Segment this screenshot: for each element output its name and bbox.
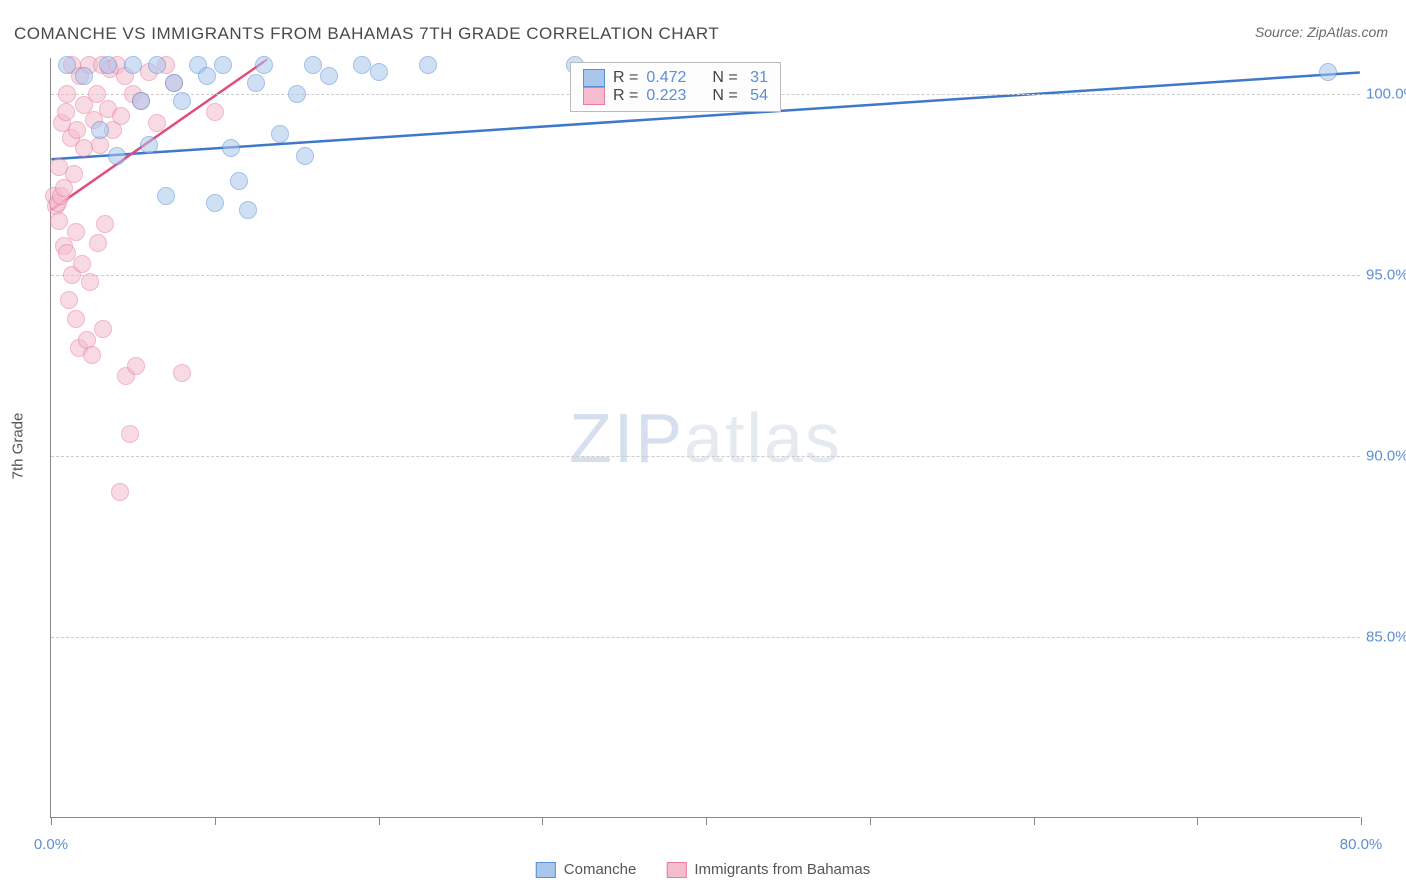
data-point xyxy=(65,165,83,183)
regression-lines xyxy=(51,58,1360,817)
x-tick xyxy=(542,817,543,825)
data-point xyxy=(91,121,109,139)
data-point xyxy=(288,85,306,103)
legend-r-label: R = xyxy=(613,69,638,87)
legend-r-value: 0.472 xyxy=(646,69,686,87)
data-point xyxy=(112,107,130,125)
legend-n-label: N = xyxy=(712,69,737,87)
data-point xyxy=(127,357,145,375)
data-point xyxy=(304,56,322,74)
data-point xyxy=(73,255,91,273)
legend-n-value: 54 xyxy=(746,87,768,105)
source-label: Source: ZipAtlas.com xyxy=(1255,24,1388,40)
x-tick-label: 80.0% xyxy=(1340,836,1383,853)
data-point xyxy=(247,74,265,92)
legend-swatch xyxy=(583,87,605,105)
data-point xyxy=(140,136,158,154)
y-tick-label: 100.0% xyxy=(1360,86,1406,103)
legend-label: Immigrants from Bahamas xyxy=(694,861,870,878)
data-point xyxy=(165,74,183,92)
data-point xyxy=(353,56,371,74)
data-point xyxy=(121,425,139,443)
data-point xyxy=(255,56,273,74)
x-tick xyxy=(51,817,52,825)
plot-area: ZIPatlas 85.0%90.0%95.0%100.0%0.0%80.0% xyxy=(50,58,1360,818)
legend-row: R = 0.472 N = 31 xyxy=(583,69,768,87)
chart-title: COMANCHE VS IMMIGRANTS FROM BAHAMAS 7TH … xyxy=(14,24,719,44)
data-point xyxy=(67,223,85,241)
grid-line xyxy=(51,637,1360,638)
data-point xyxy=(148,114,166,132)
data-point xyxy=(320,67,338,85)
y-tick-label: 90.0% xyxy=(1360,448,1406,465)
data-point xyxy=(96,215,114,233)
data-point xyxy=(296,147,314,165)
data-point xyxy=(67,310,85,328)
legend-r-value: 0.223 xyxy=(646,87,686,105)
data-point xyxy=(99,56,117,74)
data-point xyxy=(132,92,150,110)
bottom-legend-item: Comanche xyxy=(536,861,637,878)
data-point xyxy=(271,125,289,143)
data-point xyxy=(198,67,216,85)
grid-line xyxy=(51,275,1360,276)
bottom-legend: Comanche Immigrants from Bahamas xyxy=(536,861,870,878)
legend-swatch xyxy=(666,862,686,878)
data-point xyxy=(370,63,388,81)
data-point xyxy=(68,121,86,139)
data-point xyxy=(89,234,107,252)
data-point xyxy=(94,320,112,338)
data-point xyxy=(239,201,257,219)
data-point xyxy=(58,85,76,103)
data-point xyxy=(206,103,224,121)
x-tick xyxy=(1034,817,1035,825)
data-point xyxy=(206,194,224,212)
data-point xyxy=(419,56,437,74)
data-point xyxy=(214,56,232,74)
x-tick xyxy=(706,817,707,825)
data-point xyxy=(81,273,99,291)
x-tick xyxy=(1197,817,1198,825)
legend-n-label: N = xyxy=(712,87,737,105)
data-point xyxy=(1319,63,1337,81)
watermark: ZIPatlas xyxy=(569,398,842,478)
stats-legend: R = 0.472 N = 31 R = 0.223 N = 54 xyxy=(570,62,781,112)
data-point xyxy=(83,346,101,364)
data-point xyxy=(58,56,76,74)
data-point xyxy=(157,187,175,205)
data-point xyxy=(75,67,93,85)
data-point xyxy=(222,139,240,157)
bottom-legend-item: Immigrants from Bahamas xyxy=(666,861,870,878)
legend-r-label: R = xyxy=(613,87,638,105)
watermark-atlas: atlas xyxy=(684,399,842,477)
data-point xyxy=(57,103,75,121)
x-tick xyxy=(1361,817,1362,825)
y-axis-label: 7th Grade xyxy=(10,413,27,480)
data-point xyxy=(50,212,68,230)
x-tick xyxy=(379,817,380,825)
data-point xyxy=(124,56,142,74)
y-tick-label: 95.0% xyxy=(1360,267,1406,284)
data-point xyxy=(75,139,93,157)
legend-label: Comanche xyxy=(564,861,637,878)
watermark-zip: ZIP xyxy=(569,399,684,477)
legend-n-value: 31 xyxy=(746,69,768,87)
data-point xyxy=(173,92,191,110)
data-point xyxy=(230,172,248,190)
data-point xyxy=(108,147,126,165)
legend-swatch xyxy=(536,862,556,878)
x-tick xyxy=(870,817,871,825)
data-point xyxy=(148,56,166,74)
legend-swatch xyxy=(583,69,605,87)
x-tick xyxy=(215,817,216,825)
data-point xyxy=(111,483,129,501)
y-tick-label: 85.0% xyxy=(1360,629,1406,646)
grid-line xyxy=(51,456,1360,457)
data-point xyxy=(173,364,191,382)
data-point xyxy=(60,291,78,309)
x-tick-label: 0.0% xyxy=(34,836,68,853)
legend-row: R = 0.223 N = 54 xyxy=(583,87,768,105)
